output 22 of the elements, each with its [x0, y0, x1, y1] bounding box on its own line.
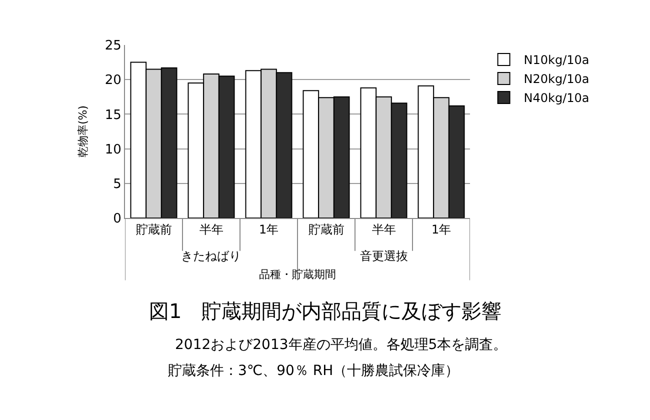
- x-tick-label: 半年: [372, 222, 396, 236]
- legend-label: N20kg/10a: [524, 72, 590, 86]
- y-tick-label: 15: [104, 108, 122, 123]
- legend-label: N40kg/10a: [524, 91, 590, 106]
- text: 音更選抜: [360, 249, 408, 263]
- x-tick-label: 貯蔵前: [308, 222, 344, 236]
- x-tick-label: 貯蔵前: [136, 222, 172, 236]
- x-tick-label: 1年: [258, 222, 279, 236]
- y-tick-label: 10: [104, 142, 122, 158]
- y-tick-label: 0: [113, 212, 122, 227]
- text: 2012および2013年産の平均値。各処理5本を調査。: [175, 337, 508, 353]
- text: 貯蔵条件：3℃、90％ RH（十勝農試保冷庫）: [168, 363, 460, 379]
- x-axis-title: 品種・貯蔵期間: [259, 268, 336, 281]
- text: 図1 貯蔵期間が内部品質に及ぼす影響: [149, 299, 502, 323]
- y-axis-title: 乾物率(%): [76, 105, 90, 158]
- y-tick-label: 25: [104, 38, 122, 54]
- x-tick-label: 半年: [199, 222, 224, 236]
- text: きたねばり: [181, 249, 241, 263]
- y-tick-label: 20: [104, 73, 122, 88]
- y-tick-label: 5: [113, 176, 122, 192]
- x-tick-label: 1年: [431, 222, 452, 236]
- legend-label: N10kg/10a: [524, 53, 590, 68]
